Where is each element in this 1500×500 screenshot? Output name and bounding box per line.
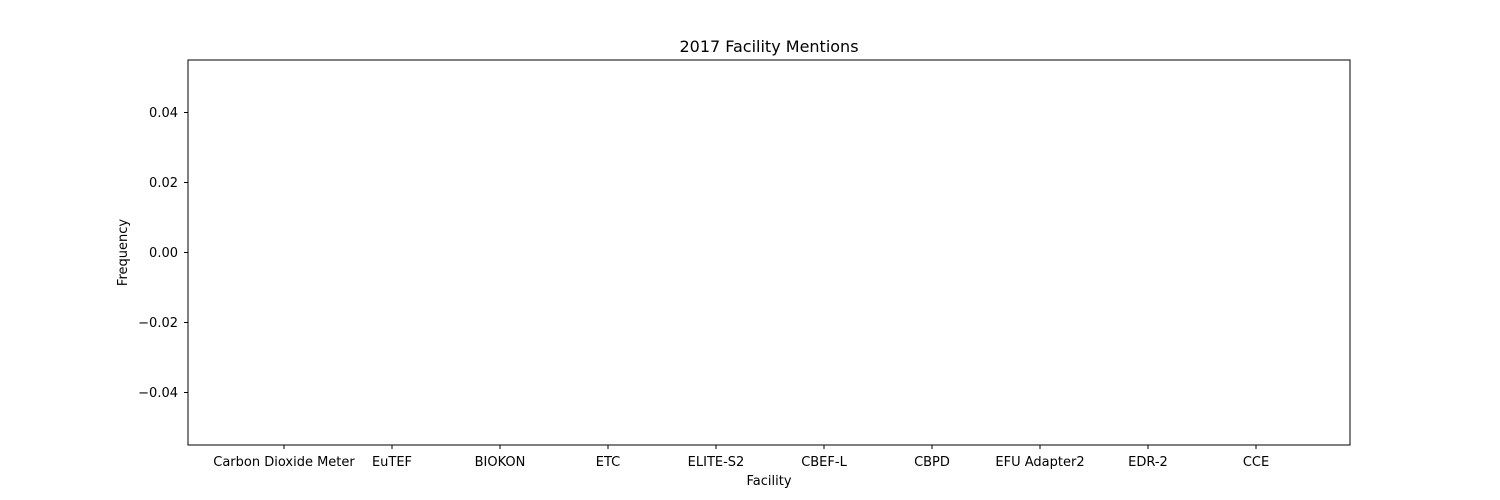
- y-axis-label: Frequency: [116, 219, 131, 286]
- x-tick-label: Carbon Dioxide Meter: [213, 455, 355, 470]
- x-tick-label: ELITE-S2: [688, 455, 745, 470]
- plot-area: [187, 59, 1351, 446]
- y-tick-label: −0.02: [138, 316, 178, 331]
- chart-title: 2017 Facility Mentions: [679, 37, 858, 56]
- x-tick-label: CBPD: [914, 455, 950, 470]
- y-tick-label: 0.00: [149, 246, 178, 261]
- x-tick-label: EDR-2: [1128, 455, 1168, 470]
- y-tick-label: 0.02: [149, 176, 178, 191]
- x-tick-label: CCE: [1243, 455, 1269, 470]
- x-axis-label: Facility: [746, 474, 791, 489]
- y-axis: 0.04 0.02 0.00 −0.02 −0.04: [138, 106, 188, 401]
- x-tick-label: EFU Adapter2: [995, 455, 1084, 470]
- y-tick-label: 0.04: [149, 106, 178, 121]
- x-tick-label: CBEF-L: [801, 455, 847, 470]
- y-tick-label: −0.04: [138, 386, 178, 401]
- x-tick-label: EuTEF: [372, 455, 412, 470]
- x-tick-label: BIOKON: [475, 455, 526, 470]
- x-axis: Carbon Dioxide Meter EuTEF BIOKON ETC ELITE-…: [213, 445, 1269, 470]
- x-tick-label: ETC: [596, 455, 620, 470]
